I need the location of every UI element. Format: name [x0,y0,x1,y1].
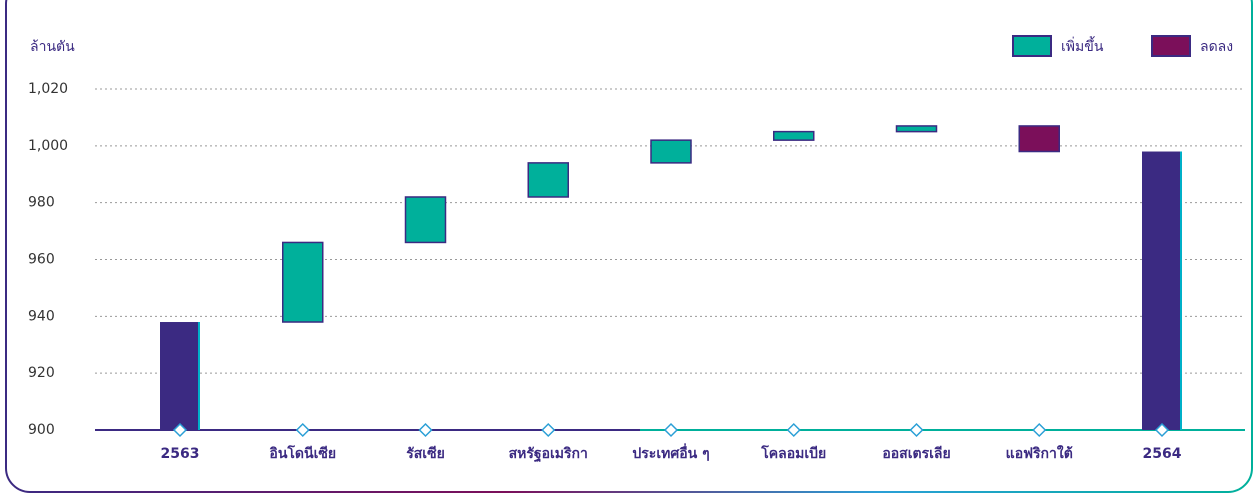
increase-bar [404,196,447,244]
increase-bar [650,139,692,164]
increase-bar [527,162,569,198]
increase-bar [773,130,815,141]
y-axis-label: ล้านตัน [30,39,75,55]
decrease-bar [1018,125,1060,153]
total-bar [1142,151,1182,430]
axis-marker [541,422,556,438]
x-tick-label: รัสเซีย [406,446,445,462]
axis-marker [663,422,679,438]
y-tick-label: 1,020 [28,81,68,97]
x-tick-label: แอฟริกาใต้ [1006,444,1073,462]
total-bar [160,322,200,430]
y-tick-label: 920 [28,365,55,381]
increase-bar [895,125,938,133]
x-tick-label: 2564 [1143,446,1182,462]
bar-edge [198,322,200,430]
frame [5,0,1253,493]
axis-marker [295,422,310,438]
axis-marker [1032,422,1047,438]
axis-marker [786,422,801,438]
axis-marker [1154,422,1170,438]
legend-label: ลดลง [1200,39,1233,55]
x-tick-label: สหรัฐอเมริกา [509,446,588,463]
x-tick-label: ออสเตรเลีย [882,446,950,462]
bar-edge [1180,151,1182,430]
legend-label: เพิ่มขึ้น [1061,36,1104,55]
legend-swatch [1151,35,1191,57]
y-tick-label: 980 [28,195,55,211]
y-tick-label: 940 [28,308,55,324]
increase-bar [282,241,324,323]
y-tick-label: 1,000 [28,138,68,154]
x-tick-label: อินโดนีเซีย [269,444,336,462]
axis-marker [418,422,433,438]
x-tick-label: 2563 [161,446,200,462]
x-tick-label: โคลอมเบีย [760,444,826,462]
axis-marker [172,422,188,438]
axis-marker [909,422,924,438]
y-tick-label: 900 [28,422,55,438]
legend-swatch [1012,35,1052,57]
x-tick-label: ประเทศอื่น ๆ [632,443,709,462]
y-tick-label: 960 [28,252,55,268]
